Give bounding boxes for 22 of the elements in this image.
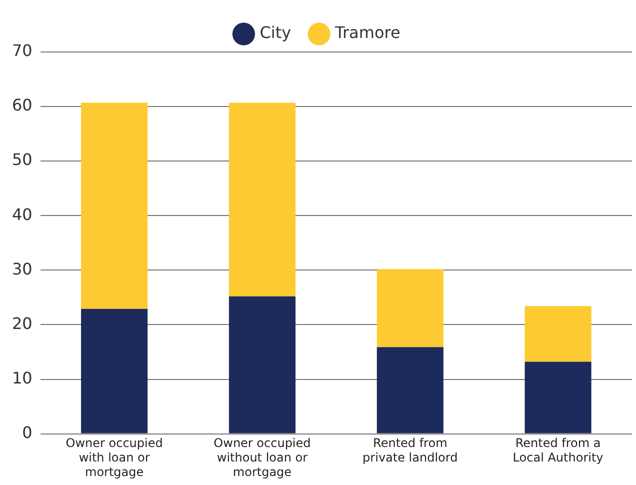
legend-label: City xyxy=(260,23,292,42)
bar xyxy=(228,102,296,296)
bar xyxy=(524,362,592,434)
x-tick-label: Owner occupied with loan or mortgage xyxy=(66,436,163,479)
bar xyxy=(81,102,148,309)
x-tick-label: Owner occupied without loan or mortgage xyxy=(214,436,311,479)
y-tick-label: 50 xyxy=(12,150,32,170)
bar xyxy=(376,347,444,434)
legend-label: Tramore xyxy=(334,23,400,42)
y-tick-label: 70 xyxy=(12,41,32,60)
y-tick-label: 10 xyxy=(12,368,32,388)
x-tick-label: Rented from a Local Authority xyxy=(512,436,604,465)
y-tick-label: 30 xyxy=(12,259,32,278)
bar xyxy=(81,308,148,434)
y-tick-label: 20 xyxy=(12,314,32,333)
bar xyxy=(228,296,296,434)
y-tick-label: 40 xyxy=(12,204,32,224)
y-tick-label: 60 xyxy=(12,96,32,115)
y-tick-label: 0 xyxy=(22,422,32,442)
bar xyxy=(524,306,592,362)
x-tick-label: Rented from private landlord xyxy=(362,436,458,465)
bar xyxy=(376,269,444,348)
